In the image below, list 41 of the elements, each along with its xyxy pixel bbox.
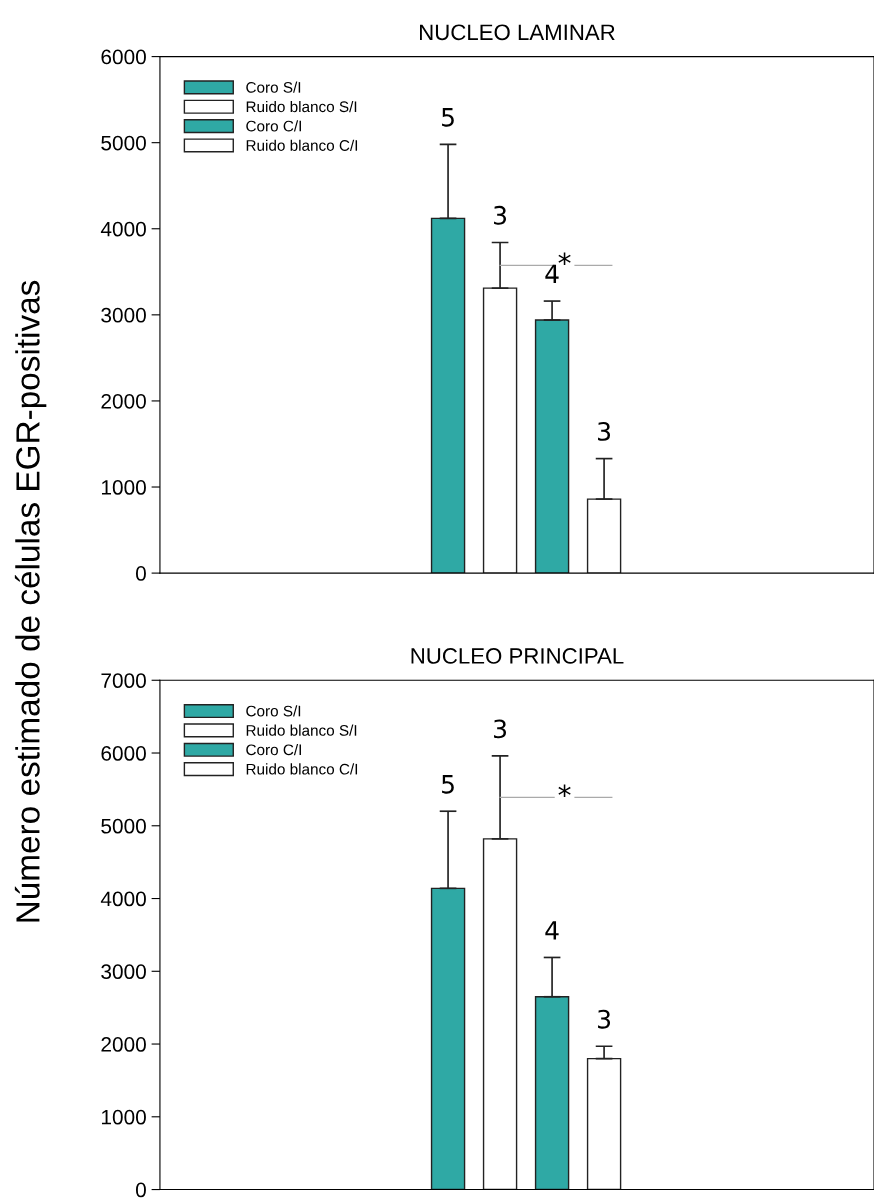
- bar: [534, 996, 570, 1190]
- chart-title: NUCLEO PRINCIPAL: [411, 648, 624, 664]
- annotation: 3: [598, 421, 611, 441]
- bar: [586, 498, 622, 574]
- y-tick-label: 7000: [101, 673, 146, 689]
- legend-label: Coro C/I: [246, 120, 301, 132]
- annotation: *: [558, 252, 571, 266]
- legend-label: Ruido blanco C/I: [246, 763, 358, 775]
- y-tick-label: 2000: [101, 1037, 146, 1052]
- y-tick-label: 0: [135, 1182, 146, 1198]
- legend-label: Coro C/I: [246, 743, 301, 756]
- annotation: 3: [494, 719, 507, 739]
- y-tick-label: 0: [135, 566, 146, 581]
- annotation: 3: [494, 205, 507, 225]
- annotation: 5: [442, 775, 454, 794]
- annotation: 3: [598, 1009, 611, 1029]
- y-tick-label: 4000: [100, 891, 146, 907]
- legend-label: Coro S/I: [246, 81, 301, 93]
- y-tick-label: 5000: [101, 135, 146, 151]
- y-tick-label: 2000: [101, 393, 146, 409]
- y-tick-label: 6000: [101, 746, 146, 761]
- bar: [482, 287, 518, 574]
- annotation: 5: [442, 108, 454, 127]
- y-tick-label: 5000: [101, 818, 146, 834]
- legend-label: Ruido blanco S/I: [246, 724, 357, 736]
- bar: [482, 838, 518, 1190]
- y-tick-label: 1000: [101, 480, 146, 495]
- y-tick-label: 3000: [101, 964, 146, 980]
- annotation: 4: [545, 921, 559, 940]
- y-tick-label: 4000: [100, 221, 146, 237]
- y-tick-label: 6000: [101, 49, 146, 65]
- annotation: 4: [545, 264, 559, 283]
- y-tick-label: 3000: [101, 307, 146, 323]
- y-axis-title: Número estimado de células EGR-positivas: [14, 280, 47, 922]
- y-tick-label: 1000: [101, 1109, 146, 1125]
- legend-label: Coro S/I: [246, 705, 301, 717]
- legend-label: Ruido blanco C/I: [246, 139, 358, 151]
- chart-title: NUCLEO LAMINAR: [420, 24, 615, 41]
- bar: [534, 319, 570, 574]
- legend-label: Ruido blanco S/I: [246, 100, 357, 113]
- annotation: *: [558, 784, 571, 798]
